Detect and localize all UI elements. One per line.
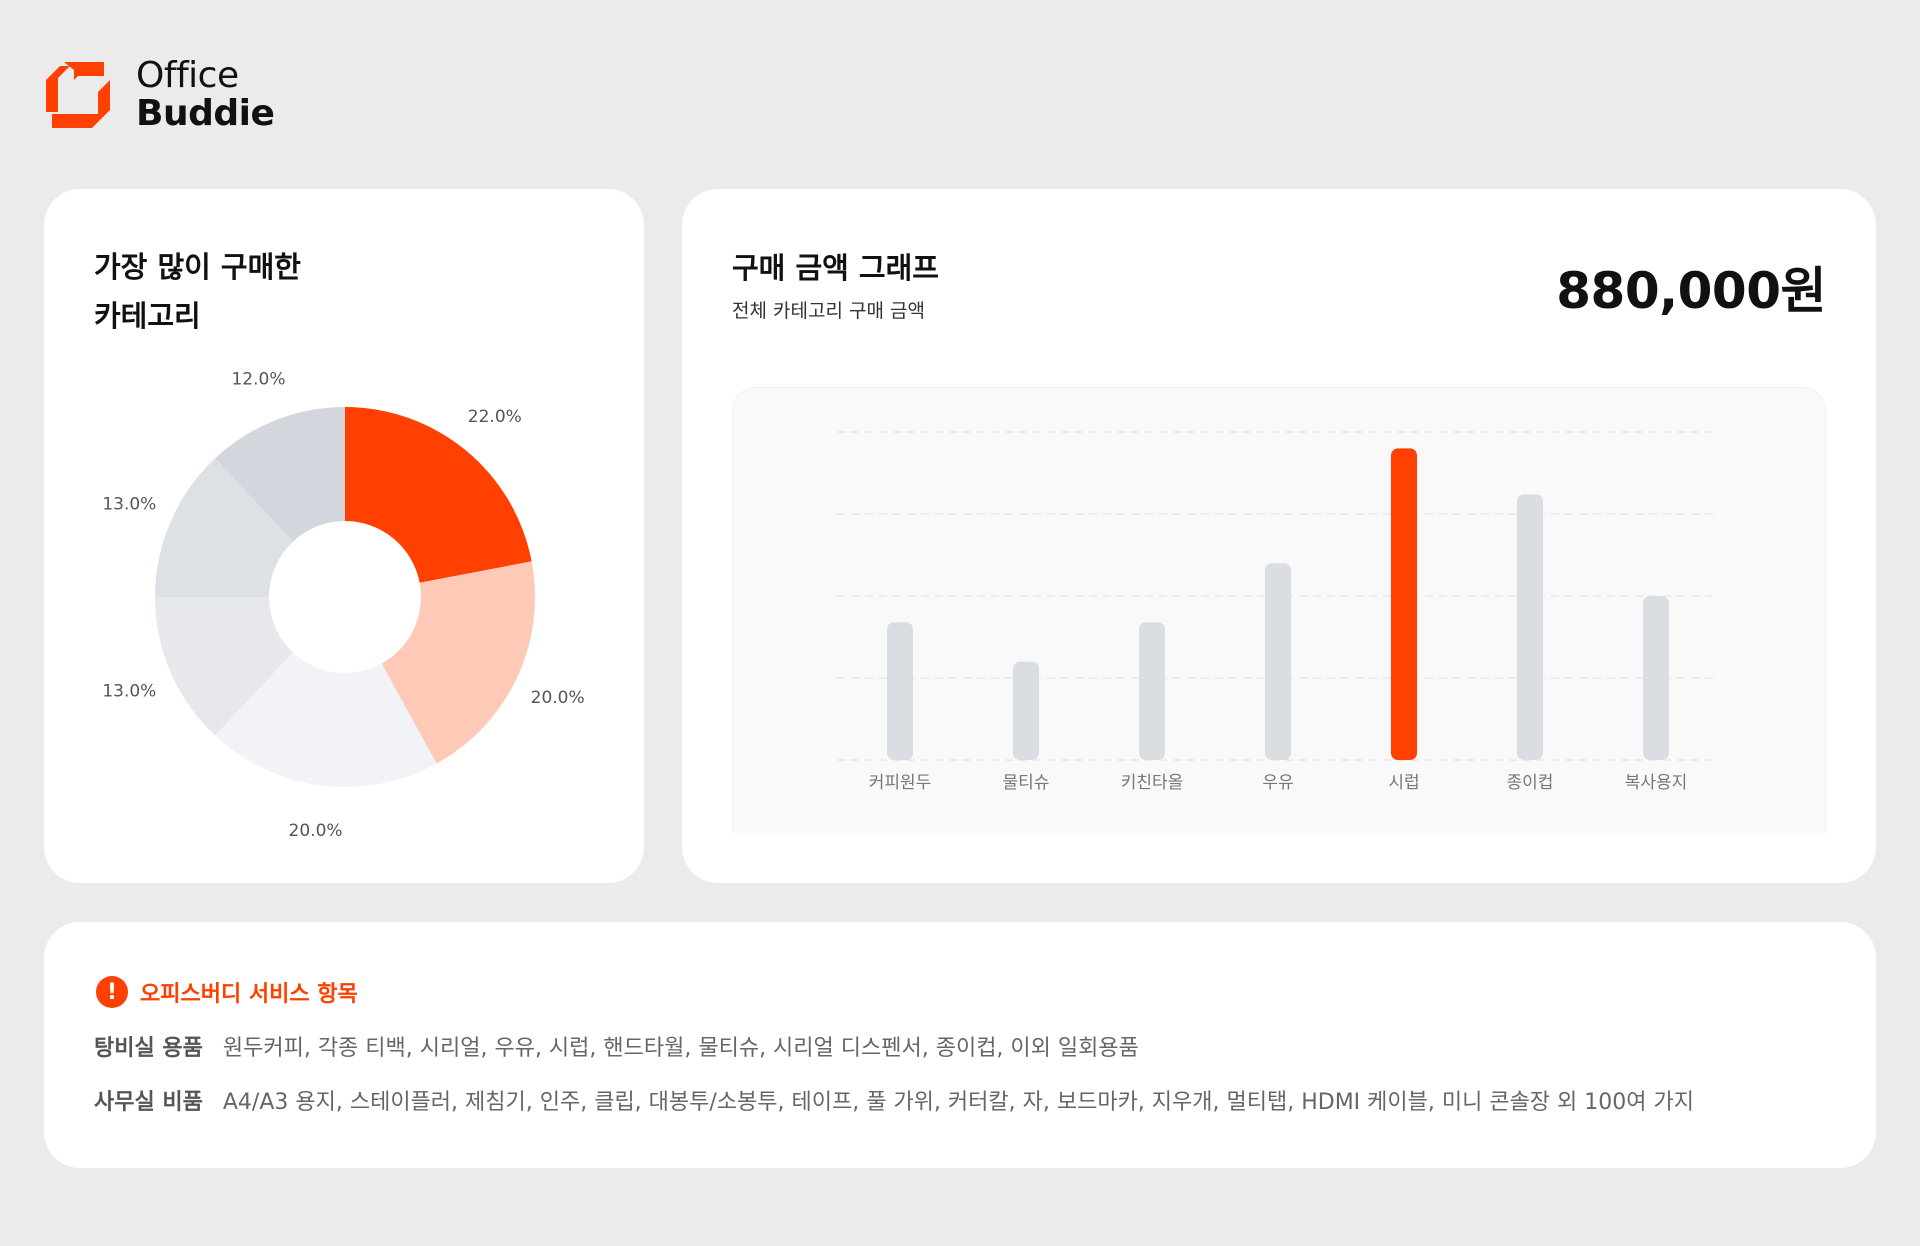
category-card-title: 가장 많이 구매한 카테고리 xyxy=(94,243,494,341)
logo-line-1: Office xyxy=(136,55,239,96)
amount-bar-chart: 커피원두 물티슈 키친타올 우유 시럽 종이컵 복사용지 xyxy=(837,431,1719,793)
pie-slice[interactable] xyxy=(345,407,532,583)
bar-category-label: 물티슈 xyxy=(1003,773,1050,793)
pie-slice-label: 13.0% xyxy=(102,495,156,515)
service-row-office: 사무실 비품 A4/A3 용지, 스테이플러, 제침기, 인주, 클립, 대봉투… xyxy=(94,1084,1694,1116)
exclamation-icon: ! xyxy=(96,976,128,1008)
bar[interactable] xyxy=(1643,596,1669,760)
pie-slice-label: 13.0% xyxy=(102,681,156,701)
category-title-line-1: 가장 많이 구매한 xyxy=(94,250,301,284)
bar-category-label: 복사용지 xyxy=(1625,773,1688,793)
services-heading: ! 오피스버디 서비스 항목 xyxy=(96,976,358,1008)
amount-card-title: 구매 금액 그래프 xyxy=(732,251,939,285)
bar-category-label: 커피원두 xyxy=(869,773,932,793)
pie-slice[interactable] xyxy=(155,597,293,736)
service-label: 탕비실 용품 xyxy=(94,1036,203,1061)
amount-card-subtitle: 전체 카테고리 구매 금액 xyxy=(732,300,925,322)
pie-slice-label: 12.0% xyxy=(231,370,285,390)
pie-slice-label: 20.0% xyxy=(289,821,343,841)
bar[interactable] xyxy=(1265,563,1291,760)
logo-line-2: Buddie xyxy=(136,93,275,134)
pie-slice[interactable] xyxy=(155,458,293,597)
bar-category-label: 키친타올 xyxy=(1121,773,1184,793)
bar-category-label: 종이컵 xyxy=(1507,773,1554,793)
pie-slice-label: 22.0% xyxy=(468,407,522,427)
bar[interactable] xyxy=(1391,448,1417,760)
category-card: 가장 많이 구매한 카테고리 22.0% 20.0% 20.0% 13.0% 13.0%… xyxy=(44,189,644,883)
bar[interactable] xyxy=(1013,661,1039,760)
total-amount: 880,000원 xyxy=(1556,262,1826,320)
logo-wordmark: Office Buddie xyxy=(136,55,275,134)
amount-card: 구매 금액 그래프 전체 카테고리 구매 금액 880,000원 커피원두 물티슈… xyxy=(682,189,1876,883)
service-label: 사무실 비품 xyxy=(94,1090,203,1115)
category-donut-chart: 22.0% 20.0% 20.0% 13.0% 13.0% 12.0% xyxy=(102,370,585,842)
pie-slice-label: 20.0% xyxy=(531,688,585,708)
bar-category-label: 우유 xyxy=(1262,773,1293,793)
services-card: ! 오피스버디 서비스 항목 탕비실 용품 원두커피, 각종 티백, 시리얼, … xyxy=(44,922,1876,1168)
service-items: A4/A3 용지, 스테이플러, 제침기, 인주, 클립, 대봉투/소봉투, 테… xyxy=(222,1090,1694,1115)
bar[interactable] xyxy=(887,622,913,760)
bar-chart-area: 커피원두 물티슈 키친타올 우유 시럽 종이컵 복사용지 xyxy=(732,387,1826,833)
pie-slice[interactable] xyxy=(381,561,535,764)
pie-slice[interactable] xyxy=(214,652,437,787)
office-buddie-logo-icon xyxy=(46,62,110,128)
pie-slice[interactable] xyxy=(214,407,345,542)
brand-logo[interactable]: Office Buddie xyxy=(44,55,275,134)
service-row-pantry: 탕비실 용품 원두커피, 각종 티백, 시리얼, 우유, 시럽, 핸드타월, 물… xyxy=(94,1030,1139,1062)
bar-category-label: 시럽 xyxy=(1388,773,1419,793)
bar[interactable] xyxy=(1517,494,1543,760)
service-items: 원두커피, 각종 티백, 시리얼, 우유, 시럽, 핸드타월, 물티슈, 시리얼… xyxy=(222,1036,1139,1061)
bar[interactable] xyxy=(1139,622,1165,760)
services-title: 오피스버디 서비스 항목 xyxy=(140,982,358,1007)
category-title-line-2: 카테고리 xyxy=(94,299,201,333)
